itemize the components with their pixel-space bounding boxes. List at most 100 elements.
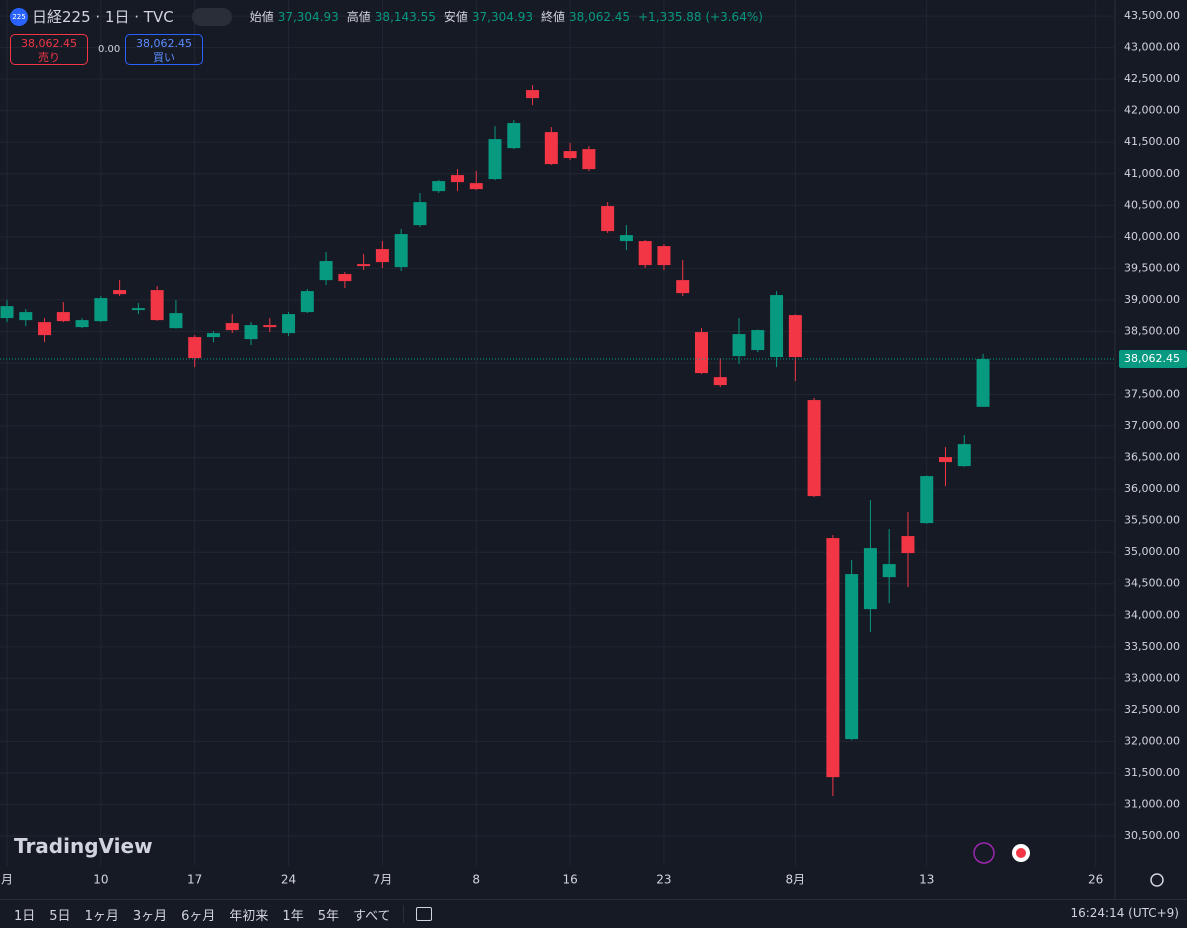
high-value: 38,143.55 [374,9,436,24]
buy-button[interactable]: 38,062.45 買い [125,34,203,65]
range-button[interactable]: 1日 [14,908,36,924]
buy-label: 買い [153,51,175,64]
candle-body [357,264,371,267]
y-tick-label: 39,000.00 [1124,293,1180,306]
y-tick-label: 31,000.00 [1124,798,1180,811]
low-label: 安値 [443,10,468,24]
settings-icon[interactable] [1150,873,1164,887]
candle-body [619,235,633,242]
candle-body [582,149,596,170]
range-button[interactable]: 1ヶ月 [84,908,119,924]
candle-body [563,151,577,159]
range-button[interactable]: すべて [352,908,391,924]
grid [0,0,1115,866]
candle-body [225,323,239,331]
candle-body [770,295,784,358]
y-tick-label: 42,000.00 [1124,104,1180,117]
candle-body [338,274,352,282]
spread: 0.00 [98,44,121,55]
candle-body [488,139,502,180]
x-tick-label: 8月 [786,873,806,887]
y-tick-label: 32,000.00 [1124,734,1180,747]
candle-body [375,249,389,263]
y-tick-label: 40,500.00 [1124,198,1180,211]
candle-body [38,322,52,336]
separator [402,905,404,923]
logo: TradingView [14,834,153,858]
candle-body [826,538,840,778]
candle-body [19,312,33,321]
x-tick-label: 16 [562,873,577,887]
y-tick-label: 43,500.00 [1124,9,1180,22]
candle-body [0,306,14,319]
range-button[interactable]: 年初来 [229,908,269,924]
open-label: 始値 [249,10,274,24]
y-tick-label: 41,000.00 [1124,167,1180,180]
x-tick-label: 8 [472,873,480,887]
y-tick-label: 41,500.00 [1124,135,1180,148]
candle-body [413,202,427,226]
candle-body [507,123,521,149]
range-button[interactable]: 1年 [282,908,304,924]
symbol-badge: 225 [10,7,28,26]
candle-body [150,290,164,321]
candle-body [788,315,802,358]
candle-body [319,261,333,281]
candle-body [694,332,708,374]
range-button[interactable]: 5年 [317,908,339,924]
sell-button[interactable]: 38,062.45 売り [10,34,88,65]
x-tick-label: 17 [187,873,202,887]
y-tick-label: 33,500.00 [1124,640,1180,653]
y-tick-label: 39,500.00 [1124,261,1180,274]
candle-body [657,246,671,266]
y-tick-label: 34,000.00 [1124,608,1180,621]
symbol[interactable]: 日経225 · 1日 · TVC [32,8,174,26]
candle-body [169,313,183,329]
events-icon[interactable] [973,842,995,864]
candle-body [807,400,821,497]
candle-body [976,359,990,407]
y-tick-label: 43,000.00 [1124,41,1180,54]
y-tick-label: 42,500.00 [1124,72,1180,85]
candle-body [113,290,127,295]
candle-body [263,325,277,328]
y-tick-label: 34,500.00 [1124,577,1180,590]
toggle[interactable] [191,7,232,26]
candle-body [939,457,952,463]
y-tick-label: 37,000.00 [1124,419,1180,432]
candle-body [544,132,558,165]
candle-body [75,320,89,328]
y-tick-label: 31,500.00 [1124,766,1180,779]
range-button[interactable]: 6ヶ月 [181,908,216,924]
candle-body [863,548,877,610]
y-tick-label: 38,500.00 [1124,324,1180,337]
candle-body [713,377,727,386]
candle-body [601,206,615,232]
candle-body [901,536,915,554]
candle-body [432,181,446,192]
low-value: 37,304.93 [471,9,533,24]
toolbar: 16:24:14 (UTC+9) 1日 5日 1ヶ月 3ヶ月 6ヶ月 年初来 1年 5年 すべて [0,899,1187,928]
date-range-icon[interactable] [415,907,432,921]
candle-body [300,291,314,313]
sell-price: 38,062.45 [21,37,77,50]
x-tick-label: 10 [93,873,108,887]
candle-body [638,241,652,266]
x-tick-label: 13 [919,873,934,887]
y-tick-label: 36,500.00 [1124,451,1180,464]
candle-body [957,444,971,467]
x-tick-label: 26 [1088,873,1103,887]
record-dot [1016,848,1026,858]
range-button[interactable]: 3ヶ月 [132,908,168,924]
range-button[interactable]: 5日 [49,908,71,924]
y-tick-label: 36,000.00 [1124,482,1180,495]
change: +1,335.88 (+3.64%) [638,9,763,24]
candle-body [56,312,70,322]
chart: 30,500.00 31,000.00 31,500.00 32,000.00 32,5… [0,0,1187,899]
candle-body [732,334,746,357]
candle-body [469,183,483,190]
candle-body [131,308,145,311]
candle-body [676,280,690,294]
candle-body [845,574,859,740]
